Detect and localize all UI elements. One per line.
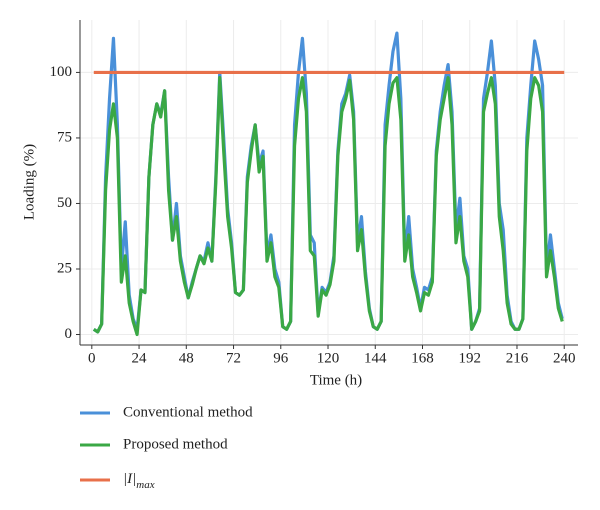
- y-tick-label: 100: [50, 64, 73, 80]
- x-tick-label: 72: [226, 350, 241, 366]
- legend-label: Proposed method: [123, 436, 228, 452]
- legend-label: |I|max: [123, 471, 155, 490]
- x-tick-label: 192: [458, 350, 481, 366]
- x-tick-label: 48: [179, 350, 194, 366]
- x-axis-label: Time (h): [310, 372, 362, 388]
- x-tick-label: 0: [88, 350, 96, 366]
- line-series: [92, 76, 564, 337]
- x-tick-label: 96: [273, 350, 289, 366]
- x-tick-label: 216: [506, 350, 529, 366]
- x-tick-label: 24: [132, 350, 148, 366]
- y-tick-label: 25: [57, 260, 72, 276]
- x-tick-label: 144: [364, 350, 387, 366]
- x-tick-label: 240: [553, 350, 576, 366]
- y-tick-label: 0: [65, 326, 73, 342]
- x-tick-label: 168: [411, 350, 434, 366]
- legend-label: Conventional method: [123, 404, 253, 420]
- y-tick-label: 50: [57, 195, 72, 211]
- x-tick-label: 120: [317, 350, 340, 366]
- y-axis-label: Loading (%): [21, 144, 37, 220]
- y-tick-label: 75: [57, 129, 72, 145]
